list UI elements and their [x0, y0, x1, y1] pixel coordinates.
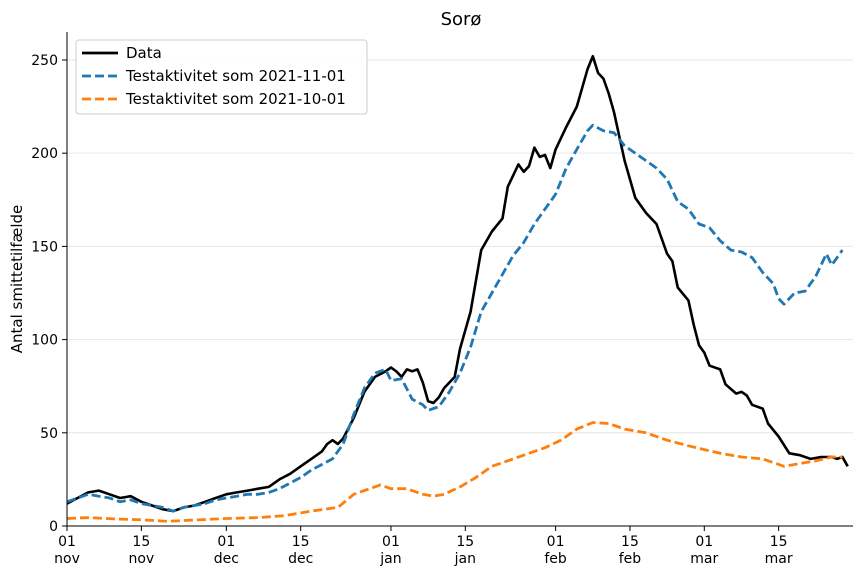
legend-label-0: Data [126, 44, 162, 62]
y-tick-label-150: 150 [31, 239, 58, 255]
series-line-0 [66, 54, 849, 513]
legend-label-1: Testaktivitet som 2021-11-01 [125, 67, 346, 85]
axes [66, 32, 853, 527]
chart-title: Sorø [441, 9, 482, 30]
series-lines [66, 54, 849, 523]
legend: Data Testaktivitet som 2021-11-01 Testakti… [75, 39, 368, 115]
x-tick-day-2: 01 [217, 534, 235, 550]
y-tick-label-250: 250 [31, 53, 58, 69]
x-tick-day-1: 15 [132, 534, 150, 550]
x-tick-month-0: nov [54, 551, 80, 567]
x-tick-month-8: mar [690, 551, 718, 567]
y-tick-label-200: 200 [31, 146, 58, 162]
y-axis-label: Antal smittetilfælde [8, 205, 26, 354]
x-tick-day-8: 01 [695, 534, 713, 550]
legend-label-2: Testaktivitet som 2021-10-01 [125, 90, 346, 108]
x-tick-month-4: jan [379, 551, 401, 567]
legend-box [75, 39, 368, 115]
x-tick-month-5: jan [454, 551, 476, 567]
x-tick-month-6: feb [544, 551, 567, 567]
x-tick-month-1: nov [128, 551, 154, 567]
x-tick-day-4: 01 [382, 534, 400, 550]
x-tick-month-9: mar [765, 551, 793, 567]
y-tick-label-0: 0 [49, 519, 58, 535]
x-tick-month-3: dec [288, 551, 313, 567]
x-axis-ticks: 01nov15nov01dec15dec01jan15jan01feb15feb… [54, 526, 793, 567]
series-line-2 [66, 421, 843, 523]
x-tick-month-2: dec [214, 551, 239, 567]
x-tick-day-0: 01 [58, 534, 76, 550]
x-tick-month-7: feb [619, 551, 642, 567]
y-tick-label-100: 100 [31, 333, 58, 349]
x-tick-day-5: 15 [456, 534, 474, 550]
gridlines [67, 59, 853, 434]
y-tick-label-50: 50 [40, 426, 58, 442]
x-tick-day-6: 01 [547, 534, 565, 550]
x-tick-day-7: 15 [621, 534, 639, 550]
y-axis-ticks: 0 50 100 150 200 250 [31, 53, 67, 535]
x-tick-day-3: 15 [292, 534, 310, 550]
x-tick-day-9: 15 [770, 534, 788, 550]
